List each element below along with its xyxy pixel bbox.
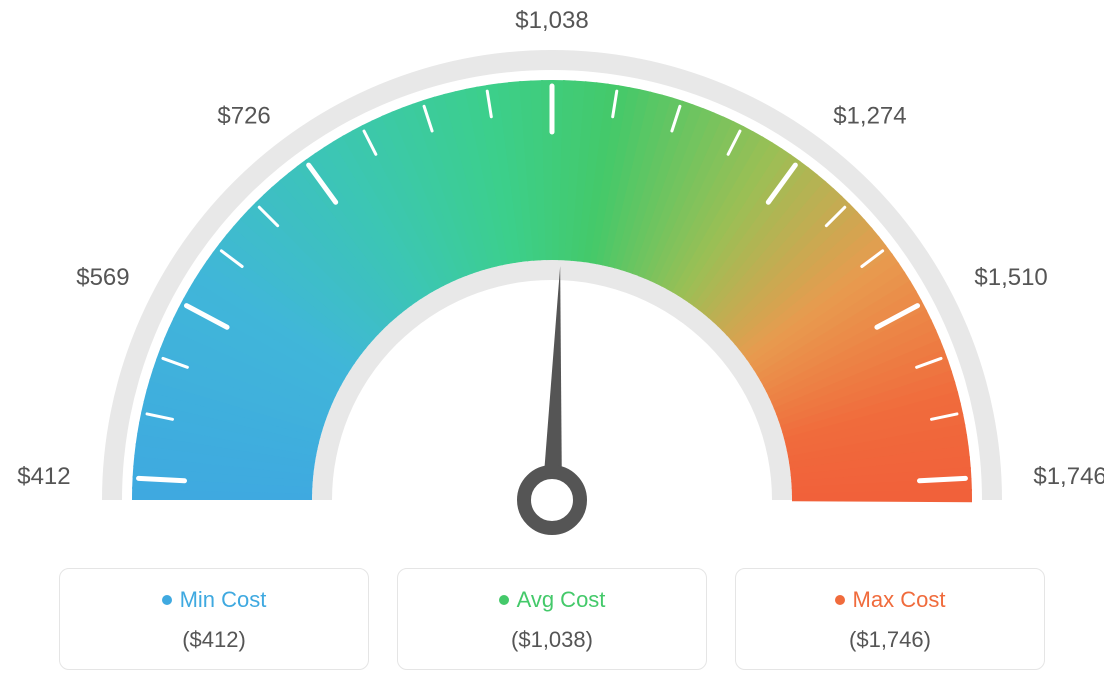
gauge-tick-label: $1,746 xyxy=(1033,463,1104,490)
legend-value-min: ($412) xyxy=(70,627,358,653)
legend-dot-min xyxy=(162,595,172,605)
gauge-tick-label: $1,510 xyxy=(974,264,1047,291)
gauge-tick-label: $569 xyxy=(76,264,129,291)
gauge-tick-label: $726 xyxy=(217,102,270,129)
legend-value-avg: ($1,038) xyxy=(408,627,696,653)
legend-card-avg: Avg Cost ($1,038) xyxy=(397,568,707,670)
gauge-tick-label: $1,274 xyxy=(833,102,906,129)
gauge-svg: $412 $569 $726 $1,038 $1,274 $1,510 $1,746 xyxy=(0,0,1104,540)
gauge-tick-major xyxy=(139,478,185,480)
legend-card-max: Max Cost ($1,746) xyxy=(735,568,1045,670)
legend-title-avg: Avg Cost xyxy=(499,587,606,613)
legend-dot-max xyxy=(835,595,845,605)
legend-value-max: ($1,746) xyxy=(746,627,1034,653)
gauge-tick-major xyxy=(919,478,965,480)
legend-title-min: Min Cost xyxy=(162,587,267,613)
legend-title-max: Max Cost xyxy=(835,587,946,613)
legend-card-min: Min Cost ($412) xyxy=(59,568,369,670)
gauge-needle-hub xyxy=(524,472,580,528)
legend-title-min-text: Min Cost xyxy=(180,587,267,613)
gauge-tick-label: $1,038 xyxy=(515,7,588,34)
legend-title-max-text: Max Cost xyxy=(853,587,946,613)
legend-row: Min Cost ($412) Avg Cost ($1,038) Max Co… xyxy=(0,568,1104,670)
gauge-tick-label: $412 xyxy=(17,463,70,490)
legend-dot-avg xyxy=(499,595,509,605)
legend-title-avg-text: Avg Cost xyxy=(517,587,606,613)
gauge-chart: $412 $569 $726 $1,038 $1,274 $1,510 $1,746 xyxy=(0,0,1104,540)
